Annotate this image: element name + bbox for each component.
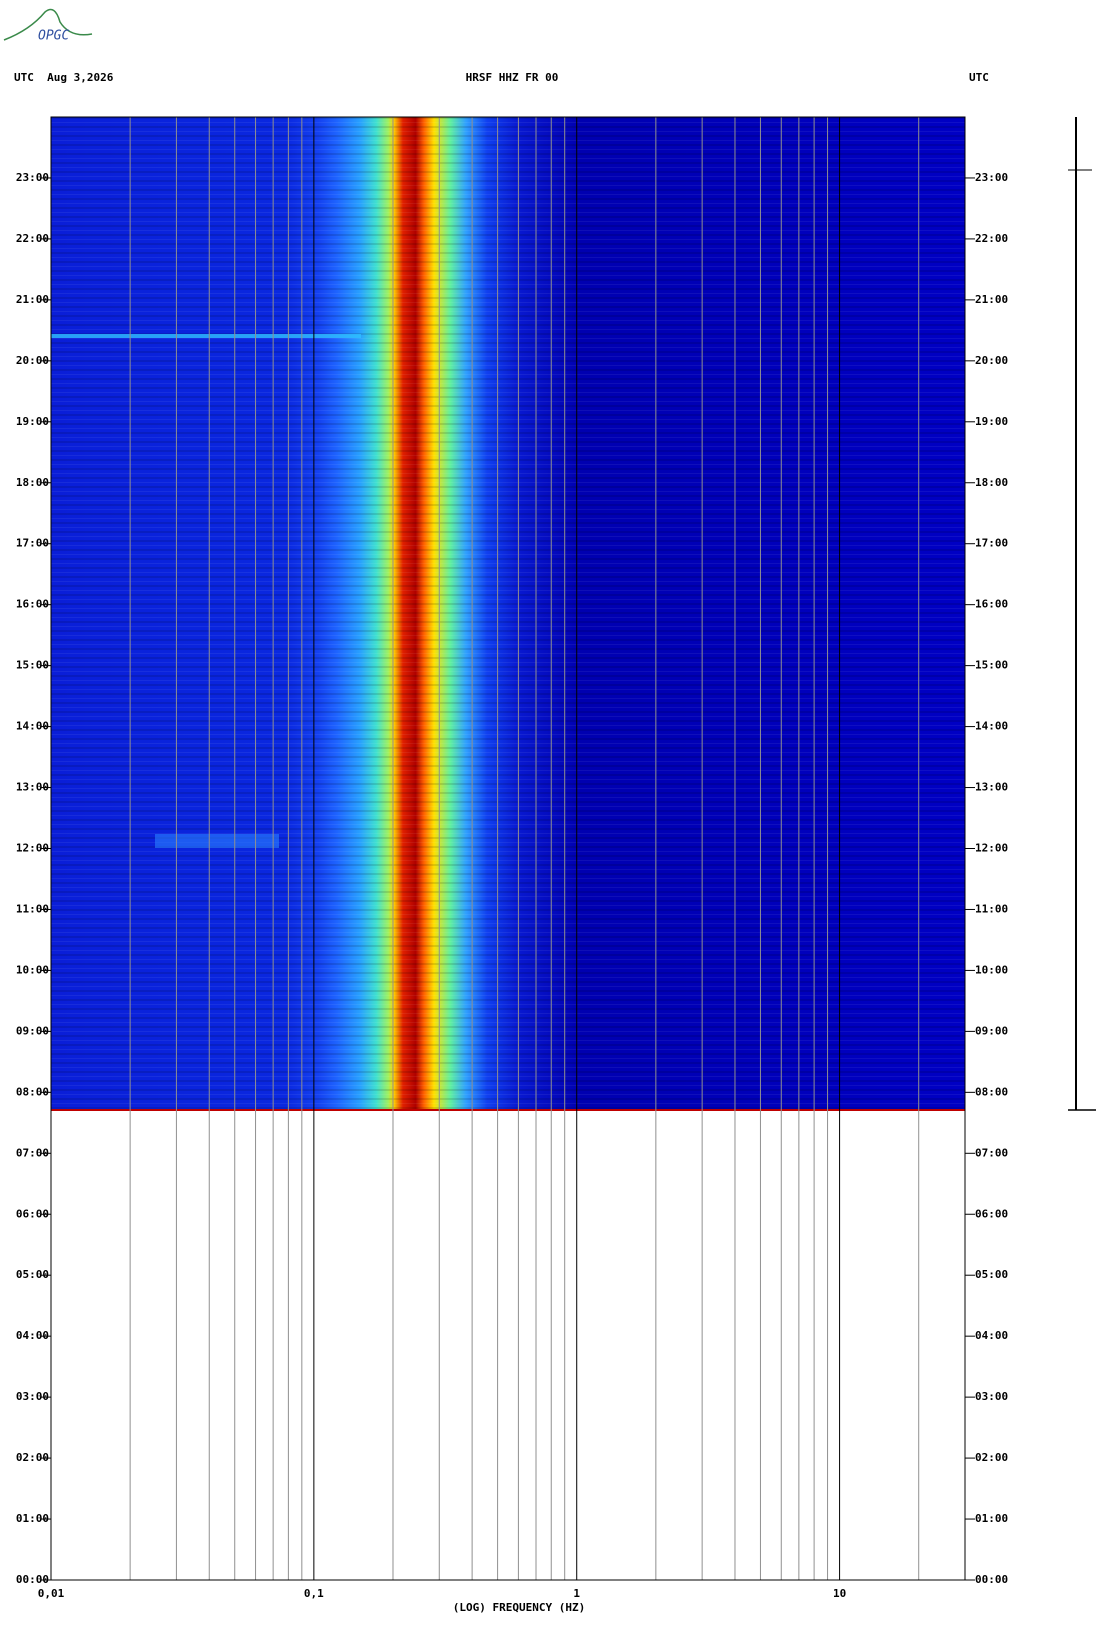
logo-text: OPGC [38, 29, 69, 44]
y-tick-label: 11:00 [16, 902, 49, 915]
y-tick-label: 03:00 [16, 1390, 49, 1403]
x-tick-label: 1 [573, 1587, 580, 1600]
y-tick-label: 00:00 [16, 1573, 49, 1586]
header-left: UTC Aug 3,2026 [14, 71, 114, 84]
y-tick-label: 16:00 [16, 598, 49, 611]
y-tick-label: 23:00 [975, 171, 1008, 184]
y-tick-label: 01:00 [975, 1512, 1008, 1525]
y-tick-label: 20:00 [16, 354, 49, 367]
y-tick-label: 03:00 [975, 1390, 1008, 1403]
y-tick-label: 19:00 [975, 415, 1008, 428]
y-tick-label: 22:00 [975, 232, 1008, 245]
y-tick-label: 23:00 [16, 171, 49, 184]
y-tick-label: 12:00 [16, 842, 49, 855]
y-tick-label: 20:00 [975, 354, 1008, 367]
y-tick-label: 15:00 [16, 659, 49, 672]
trace [1068, 117, 1096, 1111]
y-tick-label: 00:00 [975, 1573, 1008, 1586]
y-tick-label: 06:00 [975, 1207, 1008, 1220]
y-tick-label: 06:00 [16, 1207, 49, 1220]
y-tick-label: 02:00 [16, 1451, 49, 1464]
y-tick-label: 02:00 [975, 1451, 1008, 1464]
y-tick-label: 21:00 [16, 293, 49, 306]
y-tick-label: 11:00 [975, 902, 1008, 915]
y-tick-label: 18:00 [975, 476, 1008, 489]
y-tick-label: 22:00 [16, 232, 49, 245]
y-tick-label: 08:00 [16, 1085, 49, 1098]
y-tick-label: 09:00 [975, 1024, 1008, 1037]
x-tick-label: 0,1 [304, 1587, 324, 1600]
y-tick-label: 17:00 [975, 537, 1008, 550]
y-tick-label: 16:00 [975, 598, 1008, 611]
spectrogram-texture [51, 117, 965, 1110]
y-tick-label: 07:00 [16, 1146, 49, 1159]
event-stripe [51, 334, 361, 338]
y-tick-label: 13:00 [16, 781, 49, 794]
event-stripe [155, 834, 279, 848]
y-tick-label: 19:00 [16, 415, 49, 428]
y-tick-label: 10:00 [16, 963, 49, 976]
header-right: UTC [969, 71, 989, 84]
y-tick-label: 14:00 [16, 720, 49, 733]
y-tick-label: 21:00 [975, 293, 1008, 306]
x-tick-label: 10 [833, 1587, 846, 1600]
x-axis-label: (LOG) FREQUENCY (HZ) [453, 1601, 585, 1614]
y-tick-label: 10:00 [975, 963, 1008, 976]
logo: OPGC [3, 8, 93, 44]
y-tick-label: 05:00 [16, 1268, 49, 1281]
y-tick-label: 05:00 [975, 1268, 1008, 1281]
y-tick-label: 09:00 [16, 1024, 49, 1037]
y-tick-label: 13:00 [975, 781, 1008, 794]
y-tick-label: 15:00 [975, 659, 1008, 672]
grid [50, 117, 920, 1580]
x-tick-label: 0,01 [38, 1587, 65, 1600]
y-tick-label: 04:00 [975, 1329, 1008, 1342]
y-tick-label: 14:00 [975, 720, 1008, 733]
y-tick-label: 04:00 [16, 1329, 49, 1342]
y-tick-label: 08:00 [975, 1085, 1008, 1098]
y-tick-label: 07:00 [975, 1146, 1008, 1159]
y-tick-label: 12:00 [975, 842, 1008, 855]
y-tick-label: 18:00 [16, 476, 49, 489]
chart-title: HRSF HHZ FR 00 [466, 71, 559, 84]
y-tick-label: 17:00 [16, 537, 49, 550]
y-tick-label: 01:00 [16, 1512, 49, 1525]
